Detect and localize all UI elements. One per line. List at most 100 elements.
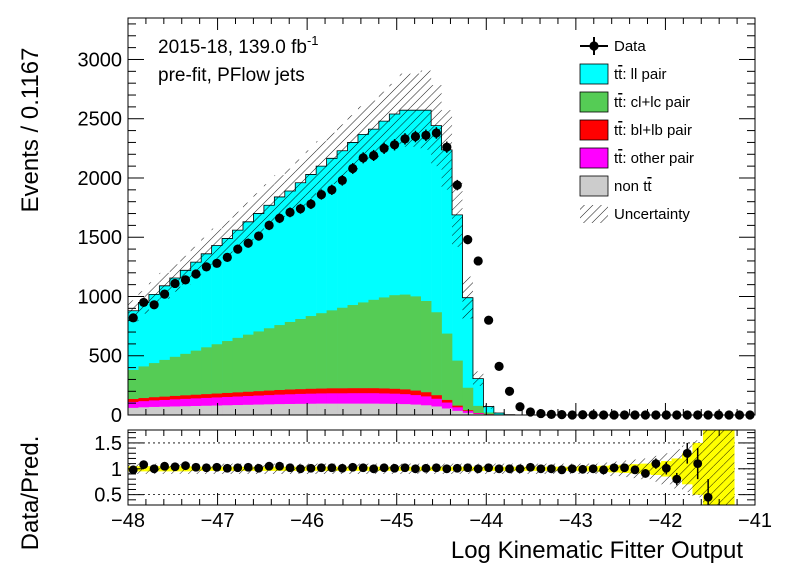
ratio-point	[191, 462, 201, 472]
stack-bar	[232, 405, 244, 415]
legend-item: tt: other pair	[579, 147, 694, 169]
stack-bar	[368, 403, 380, 415]
x-tick-label: −42	[648, 510, 682, 532]
x-tick-label: −41	[738, 510, 772, 532]
stack-bar	[222, 405, 233, 415]
ratio-point	[703, 492, 713, 502]
legend-swatch	[579, 175, 609, 197]
data-point	[191, 269, 201, 279]
stack-bar	[128, 407, 139, 415]
stack-bar	[431, 125, 442, 416]
ratio-point	[693, 459, 703, 469]
main-frame	[127, 17, 756, 416]
ratio-point	[160, 461, 169, 471]
ratio-frame	[127, 429, 756, 506]
data-point	[327, 185, 337, 195]
uncertainty-band	[305, 150, 317, 199]
stack-bar	[472, 405, 484, 415]
y-tick-label: 500	[89, 346, 122, 368]
data-point	[379, 143, 389, 153]
legend-item-data: Data	[580, 37, 646, 55]
stack-bar	[201, 405, 212, 415]
data-point	[233, 244, 243, 254]
y-tick-label: 2000	[78, 168, 123, 190]
uncertainty-band	[201, 237, 212, 270]
data-point	[400, 134, 410, 144]
stack-bar	[337, 307, 348, 415]
stack-bar	[399, 110, 411, 416]
uncertainty-band	[242, 202, 254, 242]
ratio-point	[567, 464, 577, 474]
data-point	[264, 220, 274, 230]
ratio-point	[526, 462, 535, 472]
x-tick-label: −48	[111, 510, 145, 532]
stack-bar	[368, 299, 380, 415]
stack-bar	[232, 230, 244, 415]
stack-bar	[222, 341, 233, 415]
uncertainty-band	[284, 168, 296, 214]
ratio-uncertainty-band	[702, 430, 714, 505]
uncertainty-band	[180, 255, 191, 285]
stack-bar	[483, 406, 495, 415]
ratio-point	[296, 464, 305, 474]
uncertainty-band	[462, 276, 473, 319]
stack-bar	[190, 405, 202, 415]
stack-bar	[305, 174, 317, 415]
uncertainty-band	[420, 70, 432, 150]
ratio-point	[431, 463, 441, 473]
stack-bar	[357, 134, 369, 415]
stack-bar	[420, 300, 432, 415]
data-point	[463, 235, 473, 245]
uncertainty-band	[410, 73, 421, 147]
stack-bar	[138, 407, 150, 415]
data-point	[285, 207, 295, 217]
ratio-point	[473, 464, 483, 474]
ratio-point	[515, 464, 525, 474]
stack-bar	[148, 406, 160, 415]
stack-bar	[242, 221, 254, 415]
ratio-uncertainty-band	[682, 445, 693, 493]
stack-bar	[441, 408, 453, 415]
data-point	[546, 409, 556, 420]
data-point	[473, 256, 483, 266]
uncertainty-band	[347, 115, 358, 170]
stack-bar	[483, 412, 495, 415]
data-point	[442, 142, 452, 152]
stack-bar	[389, 295, 401, 415]
data-point	[222, 252, 232, 262]
stack-bar	[253, 331, 265, 415]
data-point	[389, 140, 400, 150]
ratio-point	[536, 464, 546, 474]
ratio-point	[620, 463, 629, 473]
ratio-point	[222, 463, 232, 473]
stack-bar	[410, 296, 421, 415]
legend-label: tt: cl+lc pair	[614, 94, 690, 111]
legend-label: non tt	[614, 178, 652, 195]
ratio-panel: 0.5 1 1.5 −48 −47 −46 −45 −44 −43 −42 −41	[94, 429, 772, 532]
data-points-layer	[128, 127, 755, 420]
uncertainty-band	[472, 371, 484, 386]
legend-item: non tt	[579, 175, 652, 197]
stack-bar	[347, 142, 359, 415]
stack-bar	[159, 285, 171, 415]
stack-bar	[326, 310, 338, 415]
ratio-point	[411, 464, 420, 474]
uncertainty-band	[263, 184, 275, 227]
ratio-point	[588, 464, 598, 474]
legend-label: tt: other pair	[614, 150, 694, 167]
data-point	[525, 407, 536, 417]
stack-series-0	[128, 403, 505, 415]
x-tick-label: −44	[469, 510, 503, 532]
legend-label: tt: bl+lb pair	[614, 122, 692, 139]
stack-bar	[357, 302, 369, 415]
stack-bar	[159, 359, 171, 415]
ratio-y-axis-title: Data/Pred.	[17, 436, 44, 551]
stack-bar	[128, 310, 139, 415]
ratio-uncertainty-band	[713, 430, 724, 505]
stack-bar	[316, 313, 327, 415]
data-point	[159, 289, 170, 299]
stack-bar	[284, 321, 296, 415]
data-point	[452, 180, 462, 190]
data-point	[170, 278, 180, 289]
x-tick-label: −43	[559, 510, 593, 532]
